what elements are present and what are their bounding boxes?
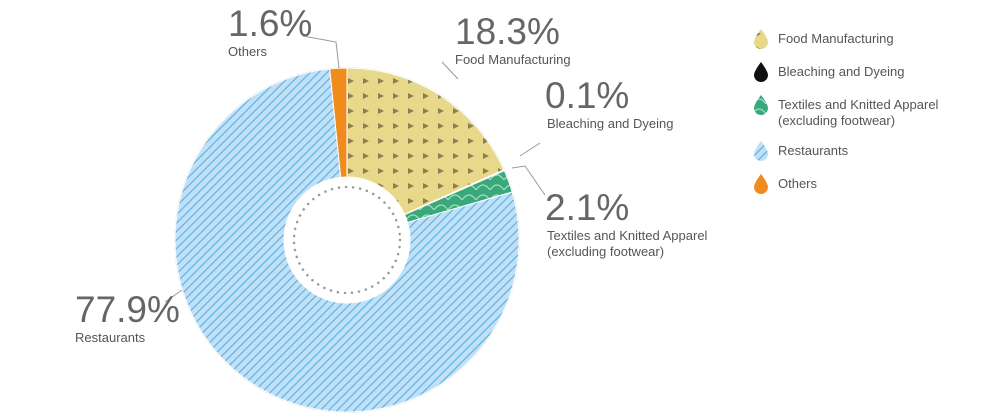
leader-line-food-manufacturing [441, 61, 459, 80]
slice-food-manufacturing [346, 67, 505, 215]
legend-item-others: Others [752, 173, 992, 195]
legend-label: Others [778, 176, 818, 191]
drop-icon [754, 29, 768, 49]
drop-icon [754, 95, 768, 115]
category-label-food-manufacturing: Food Manufacturing [455, 52, 571, 67]
category-label-textiles-and-knitted-apparel-excluding-footwear: Textiles and Knitted Apparel [547, 228, 708, 243]
legend-item-bleaching-and-dyeing: Bleaching and Dyeing [752, 61, 992, 83]
legend-item-textiles-and-knitted-apparel-excluding-footwear: Textiles and Knitted Apparel (excluding f… [752, 94, 992, 129]
legend-label: Restaurants [778, 143, 849, 158]
leader-line-restaurants [164, 289, 183, 303]
category-label-bleaching-and-dyeing: Bleaching and Dyeing [547, 116, 673, 131]
leader-line-others [302, 35, 340, 69]
legend-item-food-manufacturing: Food Manufacturing [752, 28, 992, 50]
donut-hole-dotted-ring [292, 185, 402, 295]
legend-label: Bleaching and Dyeing [778, 64, 905, 79]
drop-icon [754, 141, 768, 161]
legend-item-restaurants: Restaurants [752, 140, 992, 162]
leader-line-bleaching-and-dyeing [519, 142, 541, 157]
drop-icon [754, 62, 768, 82]
percent-label-bleaching-and-dyeing: 0.1% [545, 75, 629, 116]
percent-label-food-manufacturing: 18.3% [455, 11, 560, 52]
category-label-others: Others [228, 44, 268, 59]
category-label-restaurants: Restaurants [75, 330, 146, 345]
legend: Food Manufacturing Bleaching and Dyeing Te… [752, 28, 992, 206]
legend-label: Food Manufacturing [778, 31, 894, 46]
legend-label: Textiles and Knitted Apparel (excluding f… [778, 97, 939, 128]
drop-icon [754, 174, 768, 194]
percent-label-others: 1.6% [228, 3, 312, 44]
leader-line-textiles-and-knitted-apparel-excluding-footwear [511, 165, 546, 196]
category-label-textiles-and-knitted-apparel-excluding-footwear: (excluding footwear) [547, 244, 664, 259]
percent-label-restaurants: 77.9% [75, 289, 180, 330]
donut-hole [284, 177, 410, 303]
percent-label-textiles-and-knitted-apparel-excluding-footwear: 2.1% [545, 187, 629, 228]
